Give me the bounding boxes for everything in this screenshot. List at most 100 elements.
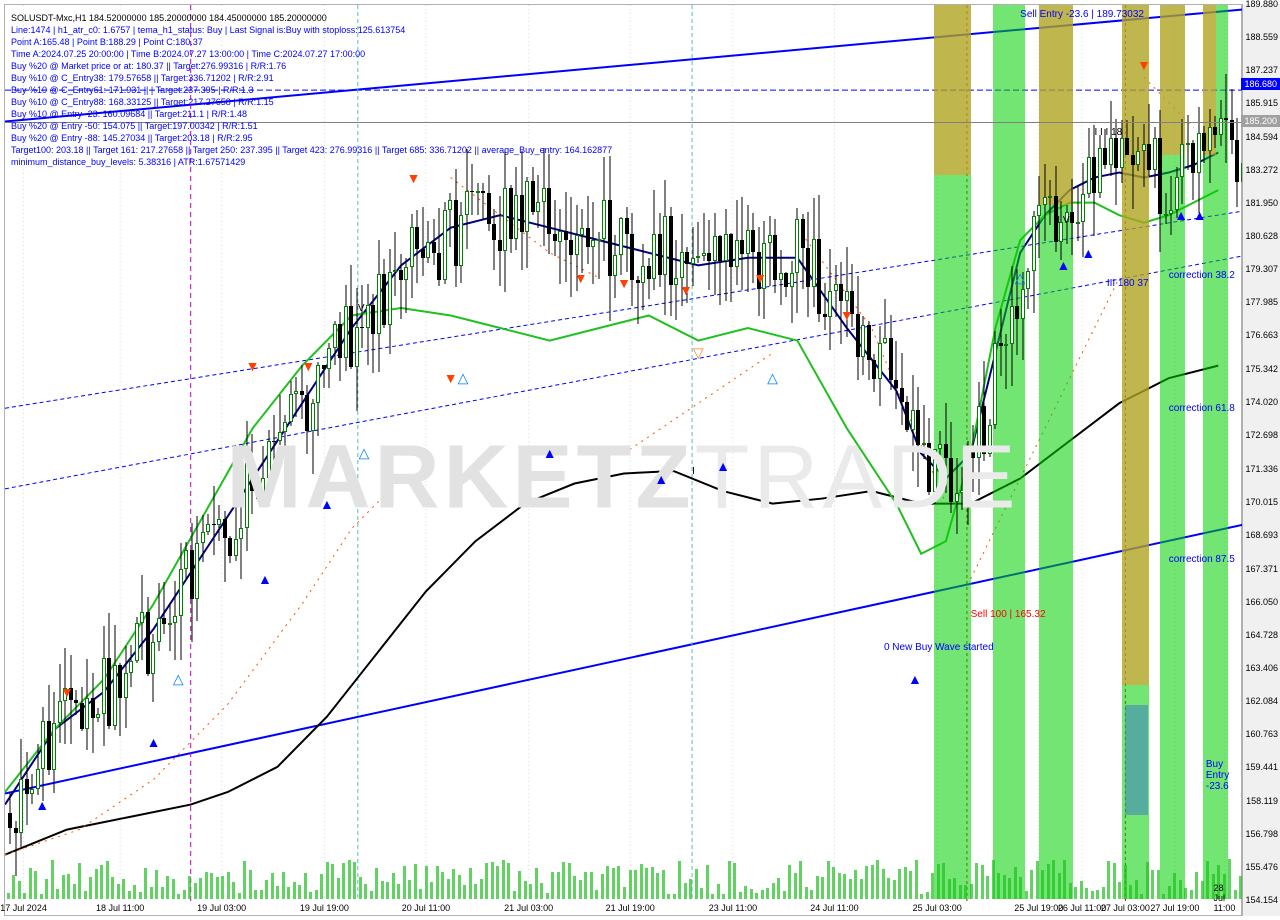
volume-bar [337,878,340,899]
volume-bar [904,867,907,899]
volume-bar [375,868,378,899]
chart-area[interactable]: MARKETZTRADE ▲▼▲△▼▲▼▲△▼▼△▲▼▼▲▼▽▲▼△▼▲△▲▲▼… [4,4,1242,916]
annotation: correction 38.2 [1169,270,1235,281]
volume-bar [997,873,1000,899]
volume-bar [992,860,995,899]
volume-bar [1195,872,1198,899]
annotation: Buy Entry -23.6 [1206,759,1241,792]
volume-bar [645,868,648,899]
volume-bar [282,872,285,899]
volume-bar [926,892,929,899]
y-tick: 167.371 [1245,564,1278,574]
volume-bar [408,880,411,899]
volume-bar [496,866,499,899]
volume-bar [166,876,169,899]
annotation: I V [1057,215,1069,226]
volume-bar [959,885,962,899]
volume-bar [695,869,698,899]
zone [1122,5,1149,685]
volume-bar [909,871,912,899]
volume-bar [474,884,477,899]
volume-bar [805,887,808,899]
volume-bar [761,890,764,899]
volume-bar [265,880,268,899]
volume-bar [733,863,736,899]
y-tick: 188.559 [1245,32,1278,42]
volume-bar [89,877,92,899]
info-line: SOLUSDT-Mxc,H1 184.52000000 185.20000000… [11,13,327,23]
signal-arrow: ▲ [320,496,334,512]
volume-bar [865,866,868,900]
volume-bar [1118,882,1121,899]
volume-bar [78,863,81,899]
y-tick: 187.237 [1245,65,1278,75]
volume-bar [507,863,510,899]
signal-arrow: ▼ [444,370,458,386]
volume-bar [1063,860,1066,899]
volume-bar [579,880,582,899]
volume-bar [981,865,984,899]
volume-bar [293,882,296,899]
volume-bar [430,882,433,899]
volume-bar [728,861,731,899]
signal-arrow: ▲ [1081,245,1095,261]
volume-bar [271,873,274,899]
volume-bar [744,886,747,899]
volume-bar [67,874,70,899]
volume-bar [1102,887,1105,899]
volume-bar [199,878,202,899]
volume-bar [706,865,709,899]
volume-bar [788,865,791,899]
y-tick: 163.406 [1245,663,1278,673]
signal-arrow: ▼ [246,358,260,374]
volume-bar [1085,888,1088,899]
volume-bar [920,894,923,899]
volume-bar [56,889,59,899]
x-tick: 25 Jul 03:00 [913,903,962,913]
signal-arrow: ▼ [617,275,631,291]
signal-arrow: ▲ [147,734,161,750]
volume-bar [128,891,131,899]
volume-bar [854,870,857,899]
volume-bar [260,890,263,899]
volume-bar [34,871,37,899]
annotation: V [358,303,365,314]
x-tick: 21 Jul 03:00 [504,903,553,913]
volume-bar [1168,886,1171,899]
volume-bar [62,875,65,899]
volume-bar [23,893,26,899]
signal-arrow: △ [458,370,469,387]
y-tick: 166.050 [1245,597,1278,607]
volume-bar [821,877,824,899]
volume-bar [970,884,973,899]
annotation: 0 New Buy Wave started [884,642,994,653]
signal-arrow: △ [767,370,778,387]
volume-bar [860,879,863,899]
annotation: Sell Entry -23.6 | 189.73032 [1020,9,1144,20]
volume-bar [766,888,769,899]
volume-bar [243,861,246,899]
annotation: correction 87.5 [1169,554,1235,565]
volume-bar [1129,885,1132,899]
volume-bar [1008,878,1011,899]
info-line: Buy %20 @ Entry -50: 154.075 || Target:1… [11,121,258,131]
volume-bar [975,863,978,900]
info-line: Target100: 203.18 || Target 161: 217.276… [11,145,612,155]
y-axis: 186.680 185.200 189.880188.559187.237185… [1242,4,1280,916]
volume-bar [1190,890,1193,899]
y-tick: 183.272 [1245,165,1278,175]
x-tick: 28 Jul 11:00 [1214,883,1236,913]
volume-bar [397,884,400,899]
volume-bar [799,861,802,899]
volume-bar [810,890,813,899]
signal-arrow: ▼ [301,358,315,374]
volume-bar [662,870,665,899]
volume-bar [359,877,362,899]
volume-bar [469,868,472,899]
volume-bar [590,872,593,899]
volume-bar [623,887,626,899]
volume-bar [634,870,637,899]
volume-bar [684,883,687,899]
volume-bar [711,894,714,899]
x-tick: 19 Jul 19:00 [300,903,349,913]
